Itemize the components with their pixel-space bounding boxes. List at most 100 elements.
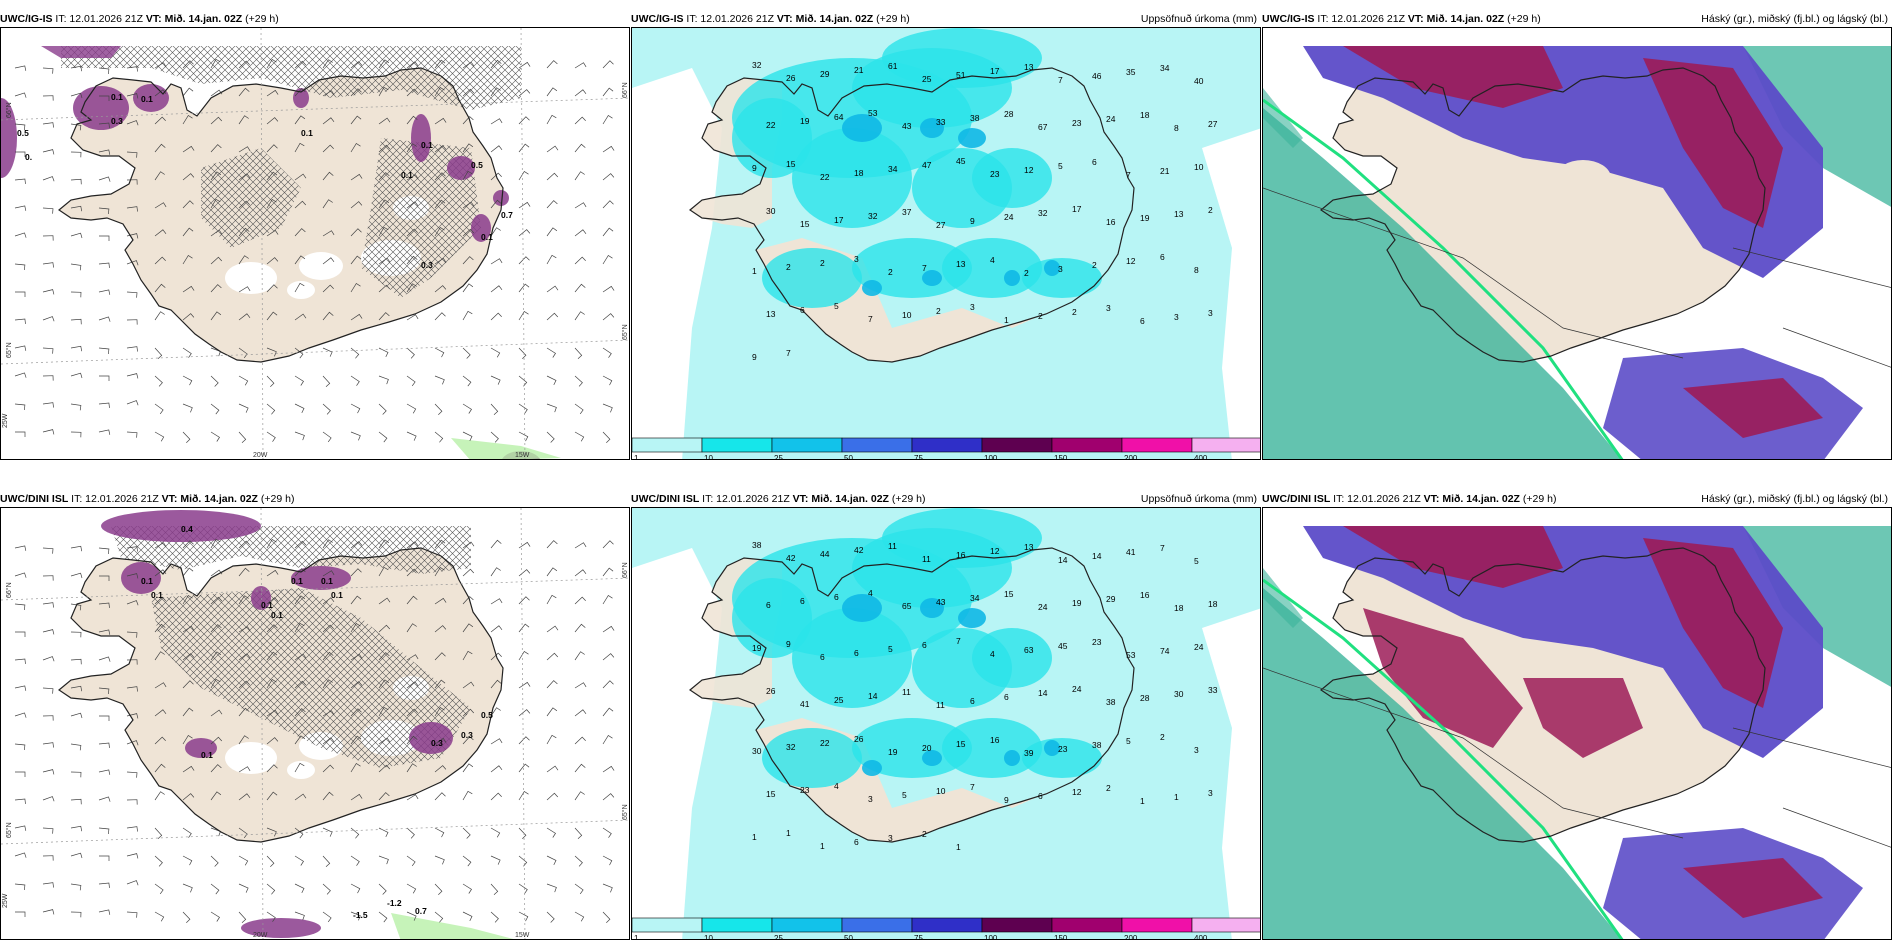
wind-barb — [602, 540, 614, 549]
precip-value: 12 — [1024, 165, 1034, 175]
precip-blob — [1, 98, 17, 178]
wind-barb — [574, 763, 586, 773]
wind-barb — [182, 285, 195, 293]
wind-barb — [406, 794, 419, 801]
wind-barb — [546, 172, 559, 181]
wind-barb — [42, 207, 54, 214]
precip-value: 9 — [970, 216, 975, 226]
precip-value: 6 — [800, 596, 805, 606]
wind-barb — [350, 61, 363, 69]
precip-field-mid — [852, 238, 972, 298]
map-clouds[interactable] — [1262, 507, 1892, 940]
wind-barb — [546, 540, 558, 549]
lon-label: 20W — [253, 932, 268, 939]
colorbar-label: 10 — [704, 934, 713, 940]
wind-barb — [350, 228, 362, 237]
wind-barb — [518, 375, 528, 387]
precip-blob — [73, 86, 129, 130]
wind-barb — [378, 284, 391, 293]
precip-value: 8 — [1194, 265, 1199, 275]
wind-barb — [154, 763, 166, 773]
wind-barb — [126, 686, 138, 692]
precip-field-mid — [882, 508, 1042, 568]
map-clouds[interactable] — [1262, 27, 1892, 460]
precip-value: 11 — [922, 554, 931, 564]
wind-barb — [210, 58, 221, 69]
graticule-line — [520, 28, 526, 459]
panel-ig-precip: UWC/IG-IS IT: 12.01.2026 21Z VT: Mið. 14… — [631, 12, 1261, 460]
hatched-cloud-area — [61, 46, 521, 110]
precip-field-strong — [922, 750, 942, 766]
wind-barb — [350, 201, 363, 209]
wind-barb — [518, 651, 529, 661]
precip-value: 2 — [936, 306, 941, 316]
wind-barb — [574, 62, 587, 69]
wind-barb — [350, 653, 363, 661]
wind-barb — [462, 116, 474, 125]
colorbar-label: 150 — [1054, 454, 1068, 460]
precip-value: 10 — [902, 310, 912, 320]
wind-barb — [490, 539, 502, 549]
wind-barb — [98, 149, 111, 155]
colorbar-label: 25 — [774, 454, 783, 460]
precip-value: 13 — [956, 259, 966, 269]
wind-barb — [490, 567, 501, 577]
precip-value: 0. — [25, 152, 32, 162]
wind-barb — [434, 827, 445, 838]
wind-barb — [518, 431, 529, 442]
wind-barb — [70, 232, 83, 239]
wind-barb — [210, 229, 223, 237]
precip-value: 32 — [1038, 208, 1048, 218]
wind-barb — [238, 115, 249, 125]
precip-field-mid — [792, 128, 912, 228]
wind-barb — [490, 855, 501, 865]
wind-barb — [434, 87, 445, 97]
wind-barb — [322, 171, 334, 181]
wind-barb — [266, 911, 276, 922]
precip-value: 1 — [1004, 315, 1009, 325]
wind-barb — [490, 738, 503, 745]
wind-barb — [350, 681, 363, 689]
colorbar-swatch — [981, 917, 1053, 933]
wind-barb — [99, 375, 110, 381]
precip-value: 6 — [834, 592, 839, 602]
map-wind-precip[interactable]: 66°N 66°N 65°N 65°N 25W 20W 15W 0.4 0.1 0.1 0.1 0.1… — [0, 507, 630, 940]
wind-barb — [70, 631, 82, 638]
precip-value: 7 — [922, 263, 927, 273]
wind-barb — [322, 651, 334, 661]
coastline — [688, 67, 1135, 363]
precip-value: 15 — [786, 159, 796, 169]
wind-barb — [350, 375, 360, 386]
wind-barb — [462, 681, 475, 689]
precip-value: 9 — [1004, 795, 1009, 805]
precip-value: 6 — [970, 696, 975, 706]
map-accumulated-precip[interactable]: 1 10 25 50 75 100 150 200 400 32 26 29 21 61 25 51 17 13 7… — [631, 27, 1261, 460]
precip-value: 67 — [1038, 122, 1048, 132]
wind-barb — [42, 429, 55, 435]
wind-barb — [99, 575, 110, 581]
wind-barb — [294, 911, 305, 921]
precip-value: 33 — [1208, 685, 1218, 695]
wind-barb — [266, 764, 278, 773]
wind-barb — [546, 567, 558, 577]
precip-value: 9 — [752, 163, 757, 173]
map-accumulated-precip[interactable]: 1 10 25 50 75 100 150 200 400 38 42 44 42 11 11 16 12 13 1… — [631, 507, 1261, 940]
precip-field-mid — [852, 718, 972, 778]
precip-value: 15 — [1004, 589, 1014, 599]
precip-value: 4 — [868, 588, 873, 598]
map-wind-precip[interactable]: 66°N 66°N 65°N 65°N 25W 20W 15W 0.5 0. 0.1 0.1 0.3 0… — [0, 27, 630, 460]
wind-barb — [462, 736, 474, 745]
wind-barb — [518, 623, 530, 633]
wind-barb — [182, 375, 193, 386]
wind-barb — [574, 542, 587, 549]
precip-value: 0.5 — [481, 710, 493, 720]
wind-barb — [406, 568, 418, 577]
wind-barb — [154, 403, 164, 415]
wind-barb — [518, 855, 528, 867]
wind-barb — [546, 312, 559, 321]
wind-barb — [42, 742, 54, 748]
graticule-line — [1, 97, 629, 121]
wind-barb — [406, 228, 418, 237]
mid-cloud-area — [1683, 858, 1823, 918]
precip-value: 13 — [766, 309, 776, 319]
